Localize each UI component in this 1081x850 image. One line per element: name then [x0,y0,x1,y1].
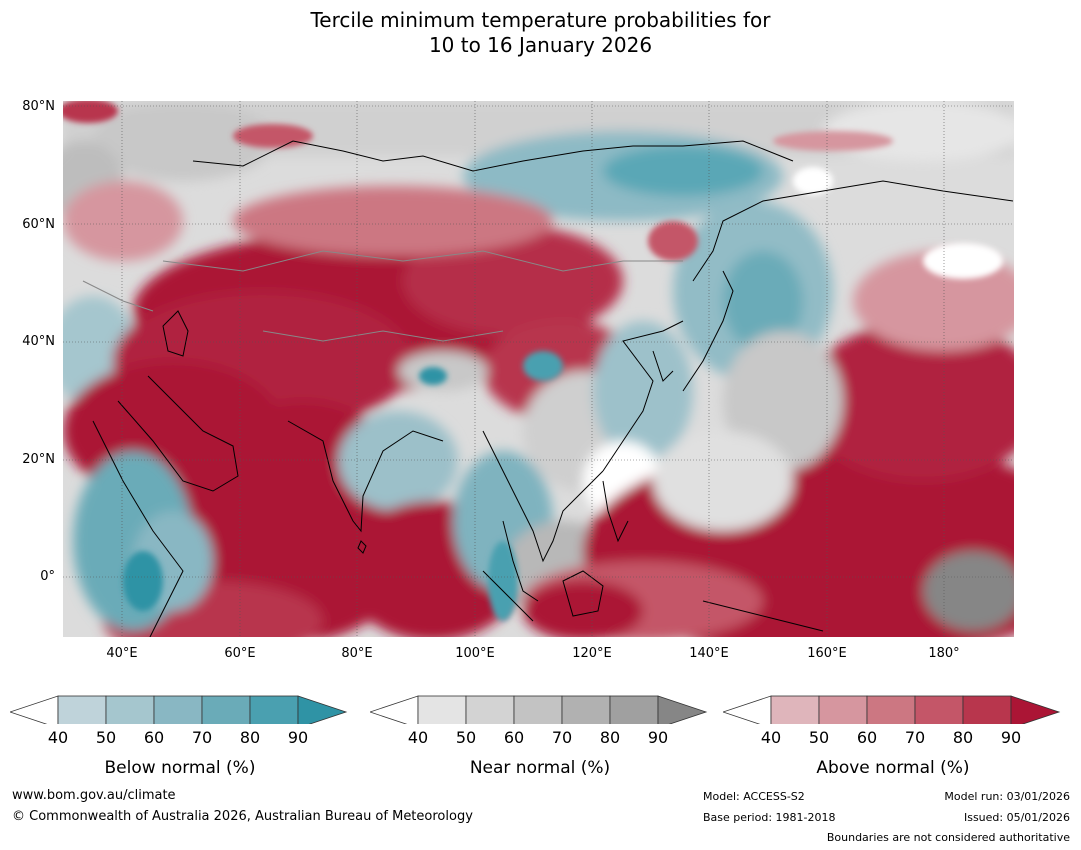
lat-label-60n: 60°N [22,217,55,232]
colorbar-below-normal [8,695,348,729]
colorbar-above-bin-40-50 [770,695,820,729]
issued-text: Issued: 05/01/2026 [963,811,1070,824]
colorbar-near-bin-40-50 [417,695,467,729]
title-line-1: Tercile minimum temperature probabilitie… [310,8,771,32]
boundaries-disclaimer: Boundaries are not considered authoritat… [826,831,1070,844]
colorbar-tick: 80 [239,728,261,747]
probability-map [63,101,1014,637]
coastlines [92,140,1014,637]
colorbar-near-upper-extension [657,695,708,729]
colorbar-tick: 90 [1000,728,1022,747]
colorbar-below-bin-80-90 [249,695,299,729]
map-canvas [63,101,1014,637]
colorbar-below-bin-60-70 [153,695,203,729]
graticule [63,101,1014,637]
legend-title-near: Near normal (%) [469,758,611,778]
colorbar-below-bin-40-50 [57,695,107,729]
colorbar-tick: 60 [143,728,165,747]
lon-label-180: 180° [928,646,960,661]
base-period-text: Base period: 1981-2018 [703,811,836,824]
legend-title-below: Below normal (%) [104,758,256,778]
colorbar-above-bin-50-60 [818,695,868,729]
colorbar-near-bin-50-60 [465,695,515,729]
model-run-text: Model run: 03/01/2026 [944,790,1070,803]
colorbar-tick: 50 [455,728,477,747]
colorbar-near-normal [368,695,708,729]
boundaries [82,250,683,342]
lat-label-40n: 40°N [22,334,55,349]
colorbar-tick: 80 [952,728,974,747]
lon-label-100e: 100°E [455,646,495,661]
colorbar-tick: 90 [647,728,669,747]
lon-label-140e: 140°E [689,646,729,661]
colorbar-tick: 90 [287,728,309,747]
colorbar-below-bin-50-60 [105,695,155,729]
colorbar-tick: 60 [503,728,525,747]
colorbar-tick: 70 [551,728,573,747]
lon-label-60e: 60°E [224,646,256,661]
lon-label-160e: 160°E [807,646,847,661]
colorbar-tick: 70 [904,728,926,747]
colorbar-near-bin-60-70 [513,695,563,729]
probability-accents [63,101,1003,621]
colorbar-above-lower-extension [721,695,772,729]
legend-title-above: Above normal (%) [816,758,970,778]
colorbar-below-bin-70-80 [201,695,251,729]
colorbar-tick: 40 [47,728,69,747]
colorbar-above-upper-extension [1010,695,1061,729]
lat-label-0: 0° [40,569,55,584]
lon-label-120e: 120°E [572,646,612,661]
lat-label-80n: 80°N [22,99,55,114]
colorbar-tick: 70 [191,728,213,747]
website-link[interactable]: www.bom.gov.au/climate [12,788,176,803]
model-text: Model: ACCESS-S2 [703,790,805,803]
colorbar-tick: 40 [407,728,429,747]
colorbar-near-bin-80-90 [609,695,659,729]
legend-below-normal: 40 50 60 70 80 90 Below normal (%) [8,694,350,778]
lon-label-40e: 40°E [106,646,138,661]
colorbar-near-lower-extension [368,695,419,729]
map-title: Tercile minimum temperature probabilitie… [0,8,1081,58]
lon-label-80e: 80°E [341,646,373,661]
copyright-text: © Commonwealth of Australia 2026, Austra… [12,809,473,824]
colorbar-tick: 50 [95,728,117,747]
colorbar-below-lower-extension [8,695,59,729]
colorbar-tick: 50 [808,728,830,747]
lat-label-20n: 20°N [22,452,55,467]
colorbar-above-bin-70-80 [914,695,964,729]
colorbar-below-upper-extension [297,695,348,729]
colorbar-above-normal [721,695,1061,729]
probability-fields [63,101,1014,637]
legend-near-normal: 40 50 60 70 80 90 Near normal (%) [368,694,710,778]
colorbar-tick: 80 [599,728,621,747]
colorbar-above-bin-60-70 [866,695,916,729]
colorbar-tick: 60 [856,728,878,747]
colorbar-above-bin-80-90 [962,695,1012,729]
title-line-2: 10 to 16 January 2026 [428,33,653,57]
legend-above-normal: 40 50 60 70 80 90 Above normal (%) [721,694,1063,778]
colorbar-tick: 40 [760,728,782,747]
colorbar-near-bin-70-80 [561,695,611,729]
